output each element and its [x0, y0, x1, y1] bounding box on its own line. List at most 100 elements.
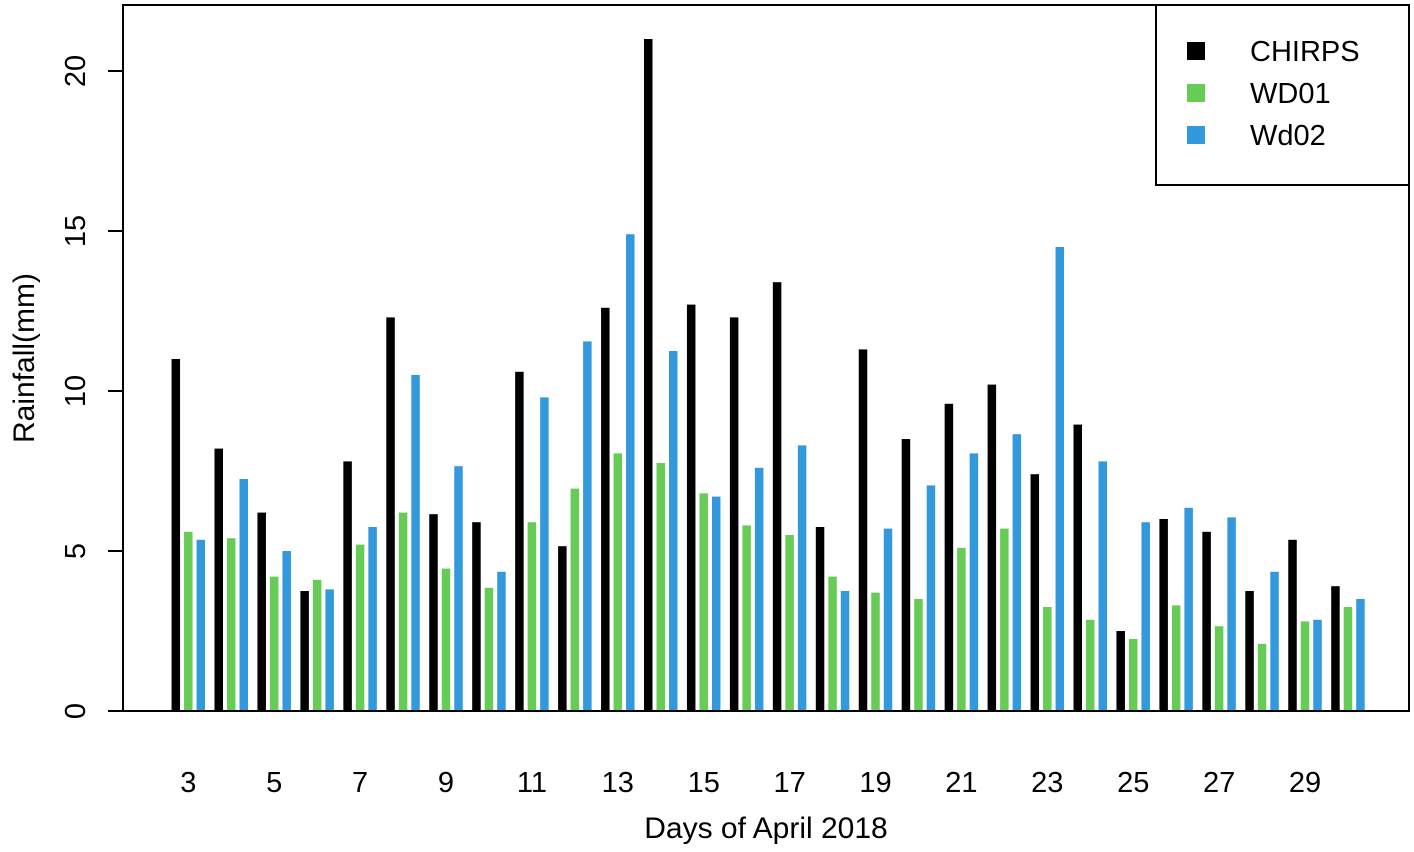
bar-chirps-day-5 [257, 512, 266, 711]
bar-chirps-day-13 [601, 307, 610, 711]
bar-wd01-day-3 [184, 531, 193, 711]
x-tick-label: 19 [859, 767, 891, 799]
bar-wd01-day-12 [570, 488, 580, 711]
legend-label-wd01: WD01 [1250, 78, 1331, 110]
legend-swatch-wd01 [1187, 84, 1205, 102]
bar-chirps-day-6 [300, 591, 309, 711]
bar-chirps-day-3 [171, 359, 181, 711]
bar-wd02-day-7 [368, 527, 377, 711]
bar-wd02-day-17 [797, 445, 807, 711]
bar-wd01-day-23 [1043, 607, 1052, 711]
bar-wd02-day-19 [883, 528, 893, 711]
legend-box [1155, 4, 1410, 186]
bar-wd01-day-5 [269, 576, 279, 711]
x-tick-label: 9 [438, 767, 454, 799]
bar-chirps-day-9 [429, 514, 438, 711]
bar-wd01-day-26 [1171, 605, 1181, 711]
bar-chirps-day-7 [343, 461, 352, 711]
bar-wd02-day-28 [1270, 571, 1279, 711]
bar-wd02-day-22 [1012, 434, 1022, 711]
bar-wd01-day-21 [957, 547, 966, 711]
bar-wd02-day-8 [411, 375, 420, 711]
bar-wd01-day-4 [227, 538, 236, 711]
bar-chirps-day-11 [515, 371, 524, 711]
x-tick-label: 27 [1203, 767, 1235, 799]
bar-wd02-day-27 [1227, 517, 1236, 711]
bar-wd01-day-6 [312, 579, 322, 711]
bar-chirps-day-21 [944, 403, 954, 711]
bar-wd02-day-18 [840, 591, 850, 711]
y-axis: 0 5 10 15 20 [60, 55, 124, 719]
bar-chirps-day-24 [1073, 424, 1082, 711]
bar-chirps-day-10 [472, 522, 481, 711]
bar-chirps-day-4 [214, 448, 223, 711]
bar-chirps-day-29 [1288, 539, 1297, 711]
bar-wd02-day-6 [325, 589, 334, 711]
bar-chirps-day-22 [987, 384, 997, 711]
bar-wd02-day-29 [1313, 619, 1322, 711]
bar-wd02-day-10 [497, 571, 506, 711]
legend-label-chirps: CHIRPS [1250, 36, 1360, 68]
x-tick-label: 11 [517, 767, 547, 799]
bar-wd01-day-25 [1128, 639, 1138, 711]
bar-chirps-day-25 [1116, 631, 1125, 711]
bar-chirps-day-23 [1030, 474, 1040, 711]
bar-wd02-day-30 [1356, 599, 1365, 711]
bar-chirps-day-14 [644, 39, 653, 711]
bar-chirps-day-27 [1202, 531, 1211, 711]
bar-chirps-day-18 [815, 527, 825, 711]
legend-swatch-wd02 [1187, 126, 1205, 144]
bar-wd01-day-15 [699, 493, 708, 711]
x-tick-label: 23 [1031, 767, 1063, 799]
bar-wd01-day-13 [613, 453, 623, 711]
bar-wd01-day-24 [1086, 619, 1095, 711]
y-tick-label: 15 [60, 215, 92, 247]
bar-wd01-day-16 [742, 525, 751, 711]
bar-wd01-day-10 [484, 587, 494, 711]
x-tick-label: 13 [602, 767, 634, 799]
x-tick-label: 25 [1117, 767, 1149, 799]
y-axis-title: Rainfall(mm) [8, 273, 41, 443]
bar-wd01-day-29 [1300, 621, 1310, 711]
bar-wd02-day-25 [1141, 522, 1150, 711]
bar-wd02-day-26 [1184, 507, 1193, 711]
bar-wd01-day-18 [828, 576, 837, 711]
x-tick-label: 29 [1289, 767, 1321, 799]
bar-chirps-day-28 [1245, 591, 1254, 711]
x-tick-label: 3 [180, 767, 196, 799]
x-axis-title: Days of April 2018 [644, 812, 887, 845]
y-tick-label: 10 [60, 375, 92, 407]
bar-wd02-day-23 [1055, 247, 1065, 711]
bar-wd01-day-11 [527, 522, 537, 711]
bar-wd02-day-3 [196, 539, 206, 711]
bar-wd02-day-11 [540, 397, 549, 711]
x-tick-label: 15 [688, 767, 720, 799]
bar-wd01-day-22 [1000, 528, 1009, 711]
bar-wd02-day-15 [711, 496, 721, 711]
legend-label-wd02: Wd02 [1250, 120, 1326, 152]
bar-wd01-day-17 [785, 535, 794, 711]
bar-wd01-day-14 [656, 463, 665, 711]
y-tick-label: 20 [60, 55, 92, 87]
bar-wd01-day-7 [355, 544, 365, 711]
bar-chirps-day-15 [686, 304, 696, 711]
bar-wd01-day-8 [398, 512, 408, 711]
bar-wd01-day-20 [914, 599, 923, 711]
y-tick-label: 0 [60, 703, 92, 719]
y-tick-label: 5 [60, 543, 92, 559]
bar-wd02-day-9 [454, 466, 463, 711]
legend: CHIRPS WD01 Wd02 [1155, 4, 1410, 186]
x-axis: 3 5 7 9 11 13 15 17 19 21 23 25 27 29 [180, 767, 1321, 799]
bar-wd02-day-12 [583, 341, 592, 711]
bar-chirps-day-8 [386, 317, 395, 711]
bar-wd02-day-21 [969, 453, 979, 711]
bar-wd01-day-9 [441, 568, 451, 711]
bar-chirps-day-30 [1331, 586, 1340, 711]
bar-wd02-day-20 [926, 485, 936, 711]
bar-wd01-day-28 [1257, 643, 1267, 711]
legend-swatch-chirps [1187, 42, 1205, 60]
bar-wd02-day-24 [1098, 461, 1107, 711]
bar-chirps-day-12 [558, 546, 567, 711]
x-tick-label: 17 [773, 767, 805, 799]
